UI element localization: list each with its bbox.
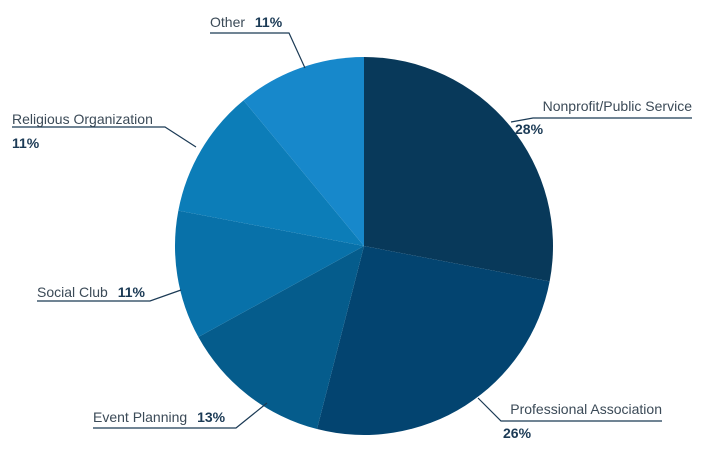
slice-label-group-religious: Religious Organization 11% — [12, 111, 153, 151]
slice-label-group-professional: Professional Association 26% — [503, 401, 662, 441]
slice-label-professional: Professional Association — [510, 401, 662, 417]
leader-lines — [12, 32, 692, 429]
slice-percent-religious: 11% — [12, 135, 40, 151]
svg-text:Other 11%: Other 11% — [210, 14, 283, 30]
slice-label-group-event-planning: Event Planning 13% — [93, 409, 226, 425]
slice-percent-nonprofit: 28% — [515, 121, 544, 137]
pie-slice-social-club — [175, 210, 364, 338]
slice-percent-professional: 26% — [503, 425, 532, 441]
leader-line — [210, 32, 306, 69]
leader-line — [477, 397, 662, 422]
slice-label-religious: Religious Organization — [12, 111, 153, 127]
slice-percent-event-planning: 13% — [197, 409, 226, 425]
pie-slices — [175, 57, 553, 435]
svg-text:Social Club 11%: Social Club 11% — [37, 284, 146, 300]
slice-label-social-club: Social Club — [37, 284, 108, 300]
svg-text:Event Planning 13%: Event Planning 13% — [93, 409, 226, 425]
slice-label-group-nonprofit: Nonprofit/Public Service 28% — [515, 98, 692, 137]
pie-slice-other — [243, 57, 364, 246]
pie-slice-religious-organization — [178, 100, 364, 247]
slice-label-event-planning: Event Planning — [93, 409, 187, 425]
leader-line — [93, 402, 268, 429]
leader-line — [510, 117, 692, 123]
slice-label-group-other: Other 11% — [210, 14, 283, 30]
leader-line — [37, 289, 182, 302]
pie-slice-professional-association — [317, 246, 550, 435]
slice-label-nonprofit: Nonprofit/Public Service — [543, 98, 693, 114]
leader-line — [12, 126, 197, 148]
pie-slice-nonprofit-public-service — [364, 57, 553, 282]
slice-label-other: Other — [210, 14, 245, 30]
slice-percent-other: 11% — [255, 14, 283, 30]
pie-slice-event-planning — [198, 246, 364, 430]
slice-label-group-social-club: Social Club 11% — [37, 284, 146, 300]
slice-percent-social-club: 11% — [118, 284, 146, 300]
